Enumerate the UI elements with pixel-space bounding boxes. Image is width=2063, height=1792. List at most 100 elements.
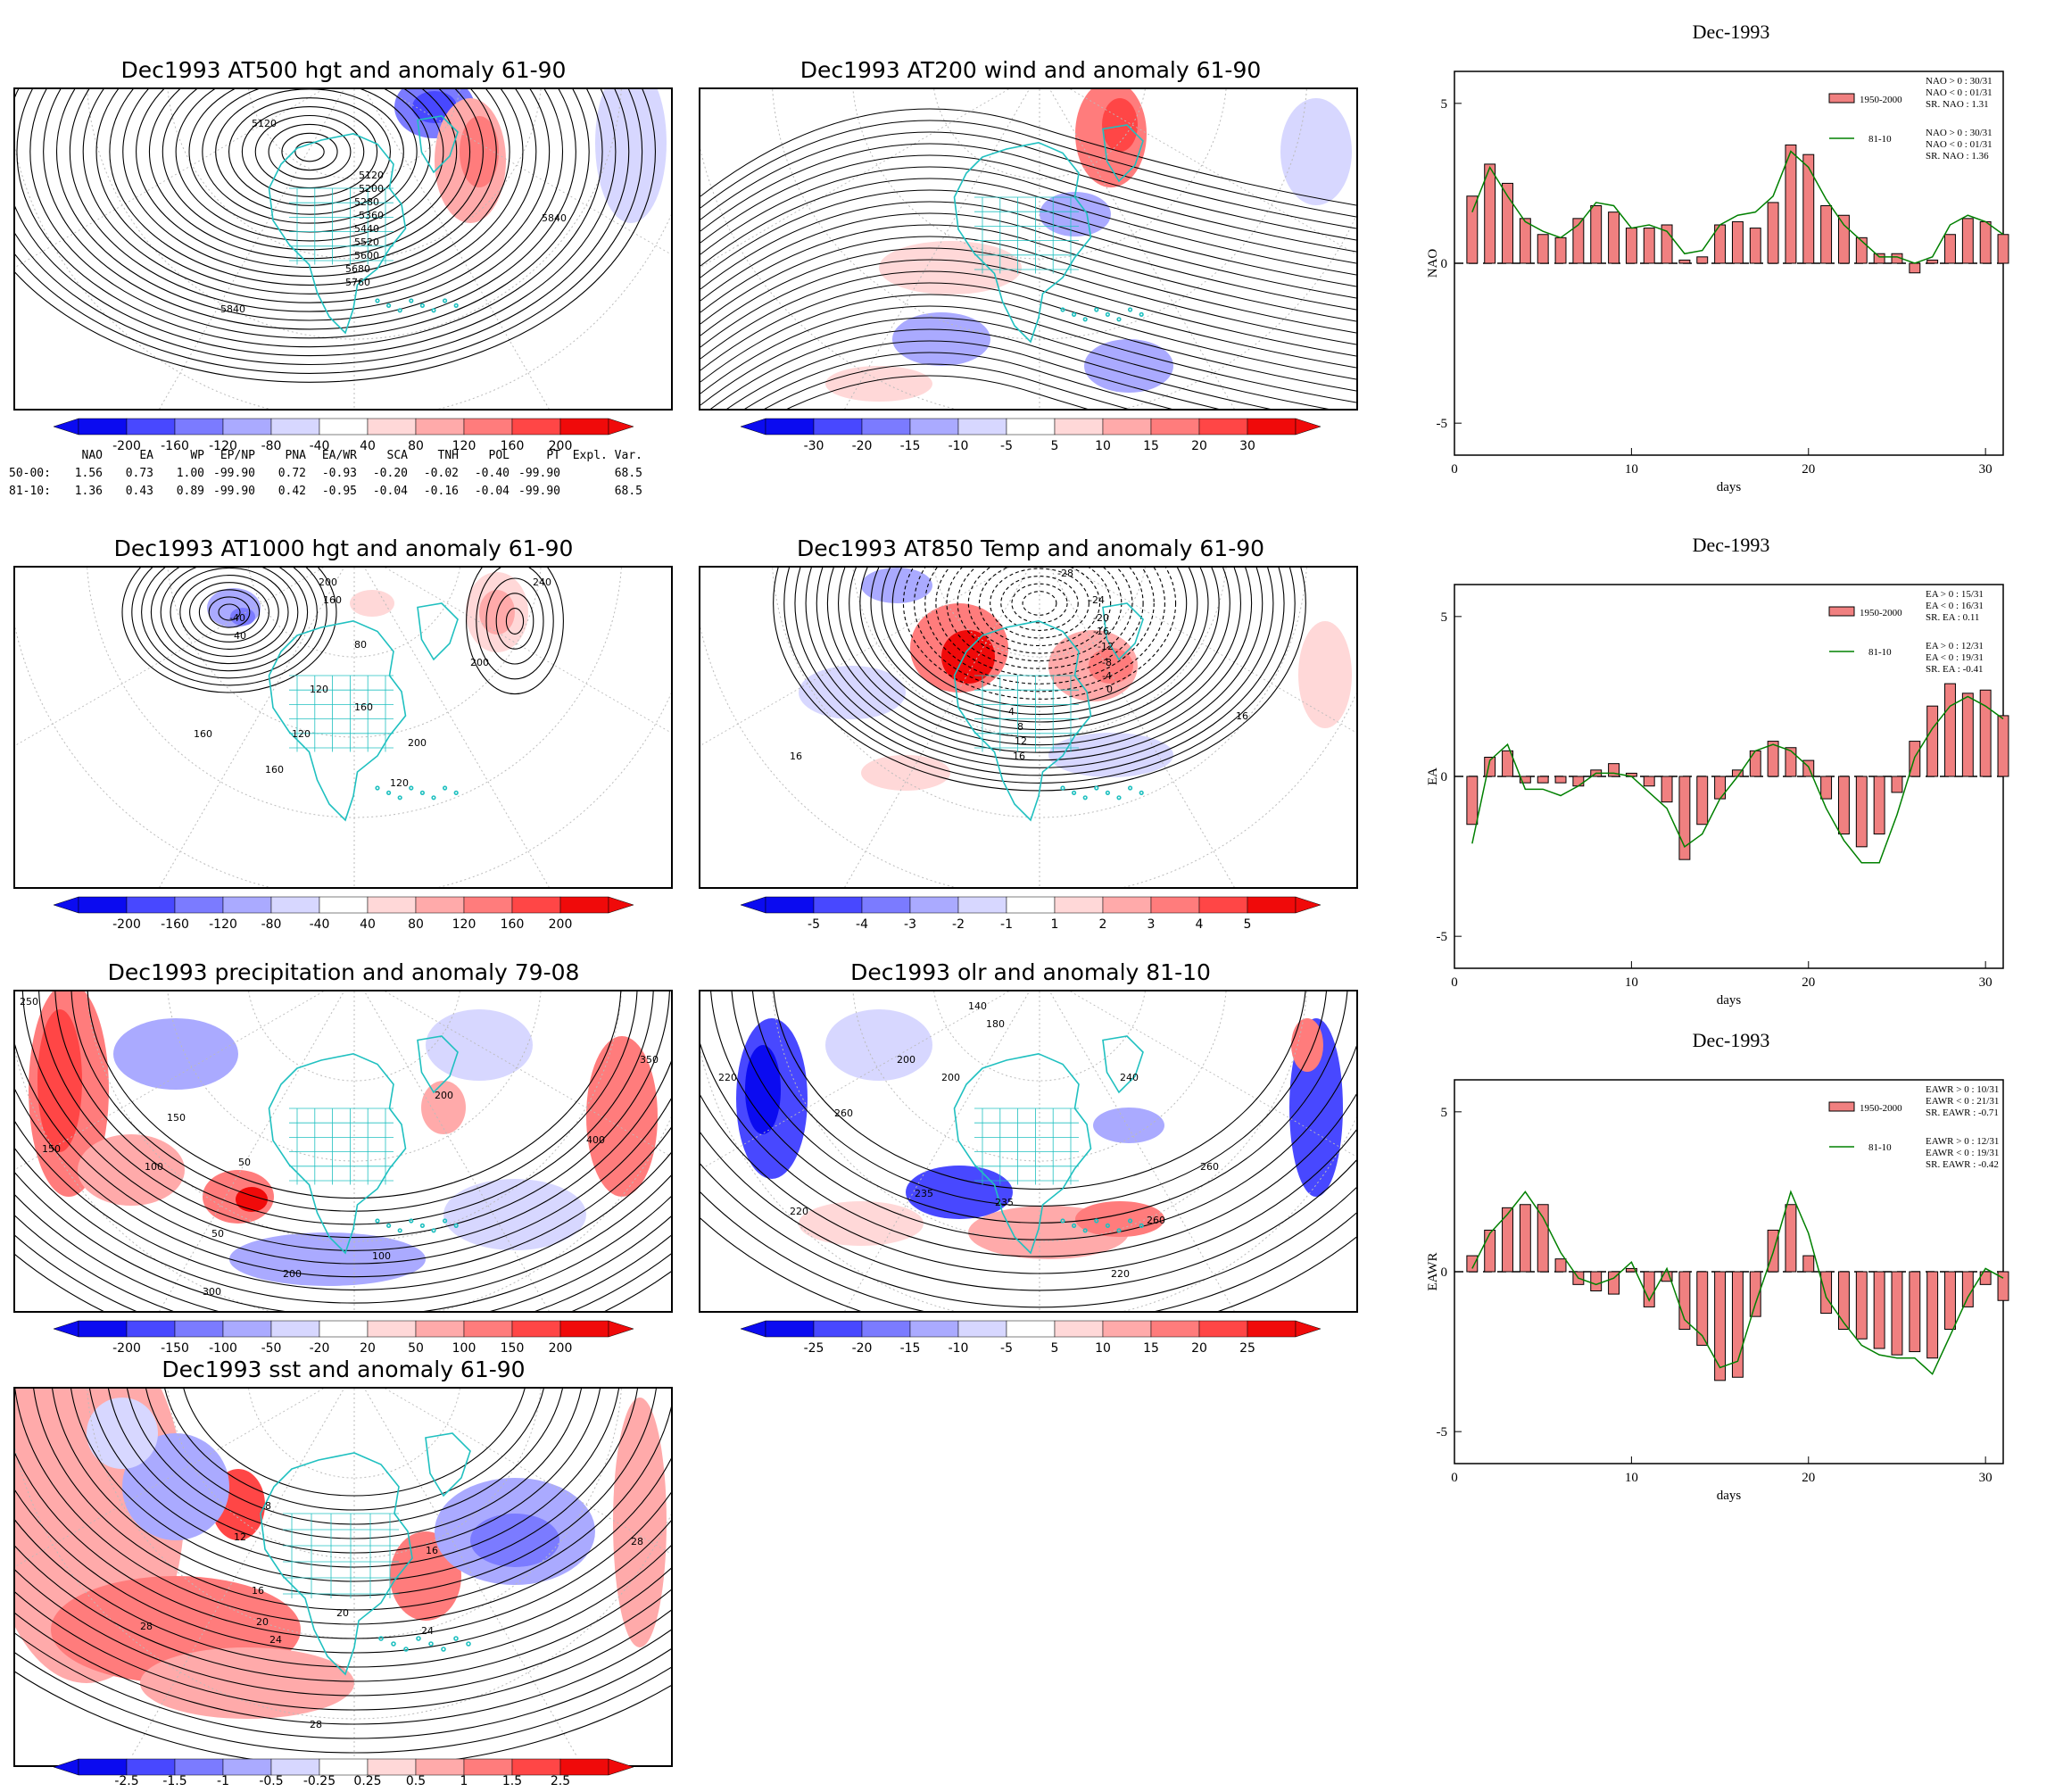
anomaly-negative	[230, 608, 255, 626]
contour-line	[228, 97, 391, 206]
island	[1082, 317, 1088, 322]
contour-label: 200	[897, 1054, 916, 1066]
colorbar-swatch	[1102, 418, 1152, 436]
map-area: 5120 5120 5200 5280 5360 5440 5520 5600 5680 5760…	[13, 87, 673, 411]
contour-group	[700, 991, 1356, 1311]
idx-head-pna: PNA	[285, 448, 306, 462]
contour-line	[208, 596, 251, 628]
bar	[1909, 262, 1921, 274]
graticule	[15, 89, 671, 409]
meridian	[844, 568, 1031, 887]
contour-line	[16, 89, 603, 348]
contour-line	[175, 89, 444, 242]
bar	[1909, 1271, 1921, 1353]
colorbar-tick-label: 120	[452, 439, 476, 453]
contour-line	[162, 89, 458, 251]
x-tick-label: 30	[1979, 1471, 1993, 1485]
colorbar-tick-label: -1.5	[162, 1774, 187, 1788]
contour-label: 150	[167, 1112, 186, 1124]
island	[375, 785, 380, 791]
colorbar-tick-label: 10	[1095, 439, 1111, 453]
ts-chart-nao: Dec-1993 5 0 -5 0 10 20 30 days NAO 1950-2000 NAO …	[1419, 13, 2043, 504]
x-tick-label: 0	[1451, 462, 1458, 477]
island	[409, 1218, 414, 1224]
colorbar-swatch	[1198, 418, 1248, 436]
island	[1139, 1223, 1144, 1229]
bar	[1502, 182, 1513, 264]
island	[1094, 785, 1099, 791]
island	[428, 1641, 434, 1647]
contour-label: -40	[229, 612, 245, 624]
contour-label: 150	[42, 1143, 61, 1155]
contour-line	[141, 568, 318, 679]
colorbar-tick-label: 5	[1050, 1341, 1059, 1356]
bar	[1696, 776, 1709, 825]
bar	[1979, 220, 1992, 264]
bar	[1838, 214, 1850, 264]
contour-label: 5200	[359, 183, 384, 195]
colorbar-swatch	[1198, 1320, 1248, 1338]
idx-head-tnh: TNH	[437, 448, 459, 462]
contour-label: 400	[586, 1134, 605, 1146]
bar	[1678, 1271, 1691, 1330]
cell: 0.89	[176, 484, 204, 498]
island	[1060, 785, 1065, 791]
contour-label: -4	[1102, 670, 1112, 682]
colorbar-tick-label: 20	[1191, 1341, 1207, 1356]
legend-bar-name: 1950-2000	[1860, 95, 1902, 105]
bar	[1785, 747, 1797, 777]
bar	[1749, 750, 1761, 777]
contour-label: 220	[790, 1206, 808, 1217]
streamline	[700, 259, 1356, 357]
streamline	[700, 270, 1356, 369]
colorbar-tick-label: -5	[1000, 439, 1013, 453]
contour-line	[849, 568, 1230, 738]
legend-line-stat: EAWR > 0 : 12/31	[1926, 1136, 1999, 1147]
colorbar-swatch	[126, 896, 176, 914]
bar	[1979, 689, 1992, 777]
contour-line	[82, 89, 537, 303]
contour-line	[15, 1612, 671, 1725]
contour-line	[127, 1389, 582, 1539]
graticule	[15, 568, 671, 887]
contour-label: 200	[319, 577, 337, 588]
colorbar-tick-label: -10	[948, 439, 969, 453]
bar	[1961, 693, 1974, 777]
bar	[1820, 1271, 1833, 1315]
contour-line	[15, 89, 656, 383]
colorbar-swatch	[222, 896, 272, 914]
colorbar-tick-label: 25	[1239, 1341, 1255, 1356]
bar	[1944, 1271, 1956, 1330]
graticule	[700, 991, 1356, 1311]
contour-line	[15, 1591, 671, 1711]
colorbar-swatch	[1247, 1320, 1297, 1338]
greenland-outline	[417, 1035, 459, 1094]
island	[453, 1636, 459, 1641]
contour-label: 235	[995, 1197, 1014, 1208]
contour-line	[281, 132, 338, 171]
contour-label: 160	[194, 728, 212, 740]
x-tick-label: 20	[1802, 462, 1815, 477]
contour-line	[495, 593, 534, 650]
colorbar-tick-label: 80	[408, 917, 424, 932]
bar	[1484, 1229, 1496, 1273]
streamline	[700, 247, 1356, 345]
latitude-circle	[15, 626, 671, 887]
bar	[1466, 1255, 1479, 1273]
graticule	[15, 991, 671, 1311]
contour-line	[131, 568, 327, 686]
colorbar-tick-label: -0.5	[259, 1774, 284, 1788]
map-hgt1000: Dec1993 AT1000 hgt and anomaly 61-90 200…	[9, 518, 678, 932]
streamline	[700, 282, 1356, 380]
map-title: Dec1993 olr and anomaly 81-10	[850, 959, 1211, 985]
island	[1094, 1218, 1099, 1224]
colorbar-swatch	[1247, 418, 1297, 436]
colorbar-swatch	[270, 896, 320, 914]
bar	[1608, 212, 1620, 264]
island	[1082, 795, 1088, 801]
colorbar: -25 -20 -15 -10 -5 5 10 15 20 25	[740, 1318, 1321, 1363]
contour-label: 200	[941, 1072, 960, 1083]
colorbar-tick-label: -200	[112, 1341, 141, 1356]
contour-label: 200	[470, 657, 489, 668]
contour-line	[476, 568, 554, 680]
